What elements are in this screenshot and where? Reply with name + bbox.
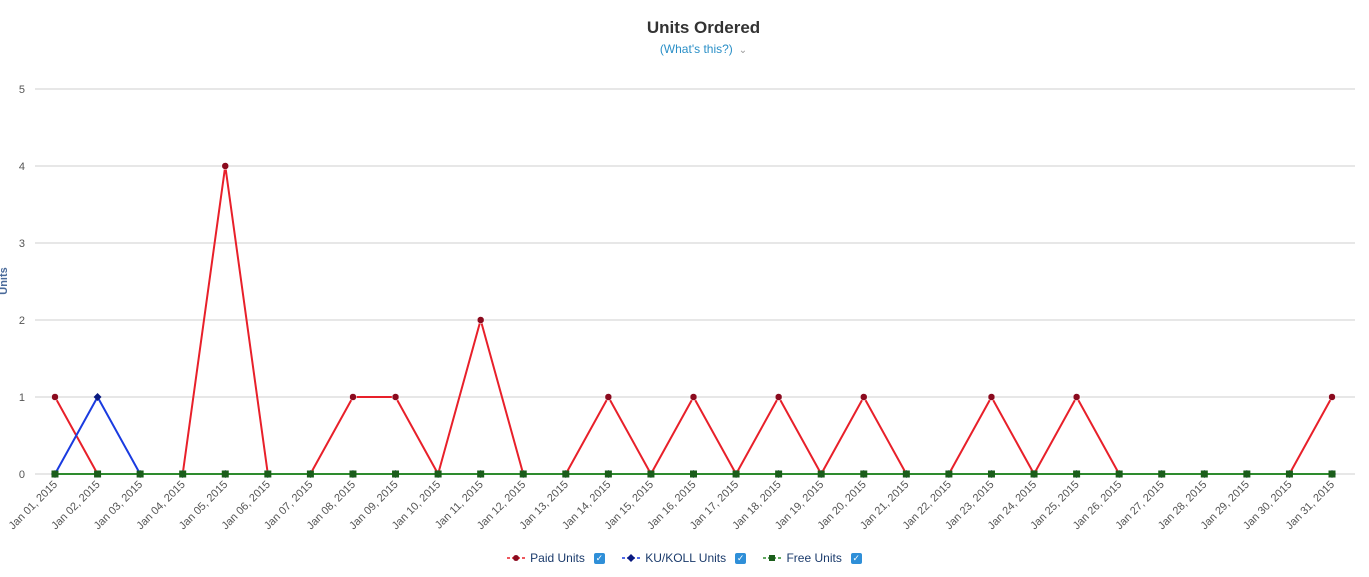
y-tick-label: 0 <box>19 469 25 481</box>
point-free-units[interactable] <box>1073 470 1081 478</box>
point-paid-units[interactable] <box>221 162 230 170</box>
point-free-units[interactable] <box>179 470 187 478</box>
y-tick-label: 5 <box>19 84 25 96</box>
point-free-units[interactable] <box>519 470 527 478</box>
y-tick-label: 2 <box>19 315 25 327</box>
free-units-legend-symbol <box>763 555 782 561</box>
point-free-units[interactable] <box>434 470 442 478</box>
legend-label-paid-units: Paid Units <box>530 551 585 565</box>
legend-item-paid-units[interactable]: Paid Units ✓ <box>507 551 605 565</box>
legend-item-ku-koll-units[interactable]: KU/KOLL Units ✓ <box>622 551 747 565</box>
chart-legend: Paid Units ✓ KU/KOLL Units ✓ Free Units … <box>0 551 1369 566</box>
checkbox-checked-icon[interactable]: ✓ <box>735 552 747 564</box>
paid-units-legend-symbol <box>507 555 526 561</box>
point-free-units[interactable] <box>817 470 825 478</box>
point-ku-koll-units[interactable] <box>93 393 102 401</box>
point-free-units[interactable] <box>690 470 697 478</box>
y-tick-label: 3 <box>19 238 25 250</box>
ku-koll-units-legend-symbol <box>622 554 641 562</box>
point-free-units[interactable] <box>477 470 485 478</box>
point-free-units[interactable] <box>221 470 229 478</box>
point-paid-units[interactable] <box>689 393 698 401</box>
point-free-units[interactable] <box>51 470 59 478</box>
point-paid-units[interactable] <box>1328 393 1336 401</box>
grid-layer <box>35 88 1355 475</box>
point-free-units[interactable] <box>945 470 953 478</box>
y-tick-labels: 0 1 2 3 4 5 <box>19 84 25 481</box>
series-layer <box>51 162 1336 478</box>
point-free-units[interactable] <box>1328 470 1336 478</box>
point-free-units[interactable] <box>1158 470 1166 478</box>
legend-item-free-units[interactable]: Free Units ✓ <box>763 551 862 565</box>
point-free-units[interactable] <box>264 470 272 478</box>
point-free-units[interactable] <box>136 470 144 478</box>
point-free-units[interactable] <box>1243 470 1251 478</box>
point-paid-units[interactable] <box>774 393 783 401</box>
point-free-units[interactable] <box>1200 470 1208 478</box>
point-free-units[interactable] <box>562 470 570 478</box>
point-free-units[interactable] <box>306 470 314 478</box>
point-free-units[interactable] <box>1030 470 1038 478</box>
point-free-units[interactable] <box>392 470 400 478</box>
legend-label-free-units: Free Units <box>786 551 842 565</box>
point-free-units[interactable] <box>1115 470 1123 478</box>
point-paid-units[interactable] <box>51 393 59 401</box>
point-paid-units[interactable] <box>604 393 613 401</box>
point-paid-units[interactable] <box>349 393 357 401</box>
checkbox-checked-icon[interactable]: ✓ <box>850 552 862 564</box>
point-paid-units[interactable] <box>987 393 996 401</box>
series-ku-koll-units <box>51 393 1336 478</box>
point-free-units[interactable] <box>349 470 357 478</box>
point-paid-units[interactable] <box>1072 393 1081 401</box>
whats-this-row: (What's this?) ⌄ <box>0 42 1369 56</box>
whats-this-link[interactable]: (What's this?) <box>659 42 733 56</box>
point-free-units[interactable] <box>604 470 612 478</box>
chevron-down-icon[interactable]: ⌄ <box>738 45 748 56</box>
point-free-units[interactable] <box>94 470 102 478</box>
checkbox-checked-icon[interactable]: ✓ <box>593 552 605 564</box>
point-free-units[interactable] <box>987 470 995 478</box>
point-free-units[interactable] <box>860 470 868 478</box>
y-axis-title: Units <box>0 267 10 295</box>
chart-title: Units Ordered <box>646 18 761 37</box>
point-free-units[interactable] <box>902 470 910 478</box>
y-tick-label: 4 <box>19 161 25 173</box>
legend-label-ku-koll-units: KU/KOLL Units <box>645 551 727 565</box>
point-paid-units[interactable] <box>476 316 485 324</box>
point-paid-units[interactable] <box>391 393 400 401</box>
point-free-units[interactable] <box>775 470 783 478</box>
point-free-units[interactable] <box>732 470 740 478</box>
point-paid-units[interactable] <box>860 393 868 401</box>
series-line-ku-koll-units <box>54 396 1332 475</box>
series-free-units <box>51 470 1336 478</box>
point-free-units[interactable] <box>647 470 655 478</box>
y-tick-label: 1 <box>19 392 25 404</box>
point-free-units[interactable] <box>1285 470 1293 478</box>
